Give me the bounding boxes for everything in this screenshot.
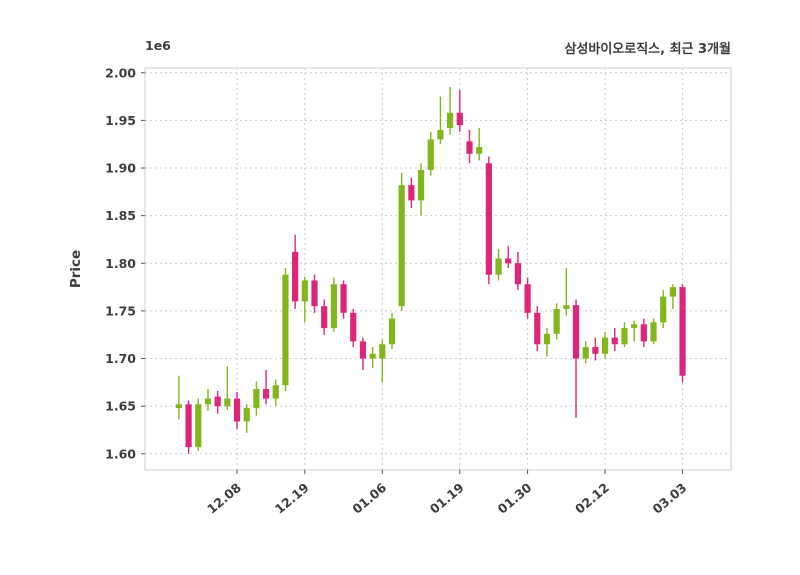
- y-tick-label: 1.75: [105, 303, 136, 318]
- candle-body: [321, 306, 328, 329]
- candle-body: [447, 112, 454, 129]
- candle-body: [262, 389, 270, 399]
- y-tick-label: 1.70: [105, 351, 136, 366]
- candle-body: [640, 324, 647, 342]
- candle-body: [611, 337, 618, 345]
- candle-body: [311, 280, 318, 307]
- plot-background: [145, 68, 731, 470]
- candle-body: [214, 396, 221, 407]
- candle-body: [437, 129, 444, 140]
- y-tick-label: 1.85: [105, 208, 136, 223]
- candle-body: [379, 344, 386, 359]
- candle-body: [534, 312, 541, 345]
- candle-body: [514, 263, 522, 285]
- candle-body: [679, 287, 686, 376]
- y-tick-label: 2.00: [105, 65, 136, 80]
- x-tick-label: 02.12: [572, 480, 612, 517]
- candle-body: [650, 322, 657, 342]
- candle-body: [243, 408, 250, 422]
- x-tick-label: 03.03: [650, 480, 690, 517]
- candle-body: [669, 287, 676, 297]
- candle-body: [582, 347, 589, 359]
- candle-body: [272, 385, 279, 399]
- y-axis-multiplier: 1e6: [145, 38, 171, 53]
- candle-body: [408, 185, 415, 201]
- x-tick-label: 12.08: [204, 480, 244, 517]
- y-tick-label: 1.95: [105, 113, 136, 128]
- candle-body: [466, 141, 473, 154]
- candle-body: [175, 404, 183, 409]
- candle-body: [340, 284, 347, 313]
- candle-body: [660, 296, 667, 323]
- x-tick-label: 01.19: [427, 480, 467, 517]
- candle-body: [543, 333, 551, 345]
- candle-body: [476, 147, 483, 154]
- candle-body: [292, 251, 299, 302]
- candle-body: [553, 309, 560, 334]
- y-tick-label: 1.65: [105, 399, 136, 414]
- candle-body: [233, 398, 241, 422]
- x-tick-label: 12.19: [272, 480, 312, 517]
- candle-body: [204, 398, 212, 405]
- y-tick-label: 1.80: [105, 256, 136, 271]
- candle-body: [388, 318, 396, 345]
- candle-body: [505, 258, 512, 264]
- candle-body: [195, 404, 202, 448]
- candle-body: [359, 341, 367, 359]
- candle-body: [456, 112, 463, 126]
- x-tick-label: 01.30: [495, 480, 535, 517]
- candle-body: [369, 353, 376, 359]
- candle-body: [330, 284, 337, 329]
- candle-body: [282, 274, 289, 386]
- candle-body: [631, 324, 638, 329]
- x-tick-label: 01.06: [349, 480, 389, 517]
- candle-body: [417, 169, 425, 201]
- candle-body: [253, 389, 260, 409]
- candle-body: [495, 258, 502, 275]
- candle-body: [301, 280, 308, 302]
- candle-body: [621, 328, 628, 345]
- y-tick-label: 1.60: [105, 446, 136, 461]
- candle-body: [524, 284, 531, 313]
- candle-body: [572, 305, 580, 359]
- plot-border: [144, 67, 732, 471]
- y-tick-label: 1.90: [105, 161, 136, 176]
- candle-body: [398, 185, 405, 307]
- candle-body: [224, 398, 231, 407]
- candle-body: [563, 305, 570, 310]
- candle-body: [427, 139, 434, 170]
- candle-body: [185, 404, 192, 448]
- candle-body: [601, 337, 609, 354]
- chart-title: 삼성바이오로직스, 최근 3개월: [564, 42, 731, 57]
- candle-body: [485, 163, 492, 275]
- candle-body: [350, 312, 357, 342]
- candle-body: [592, 347, 599, 354]
